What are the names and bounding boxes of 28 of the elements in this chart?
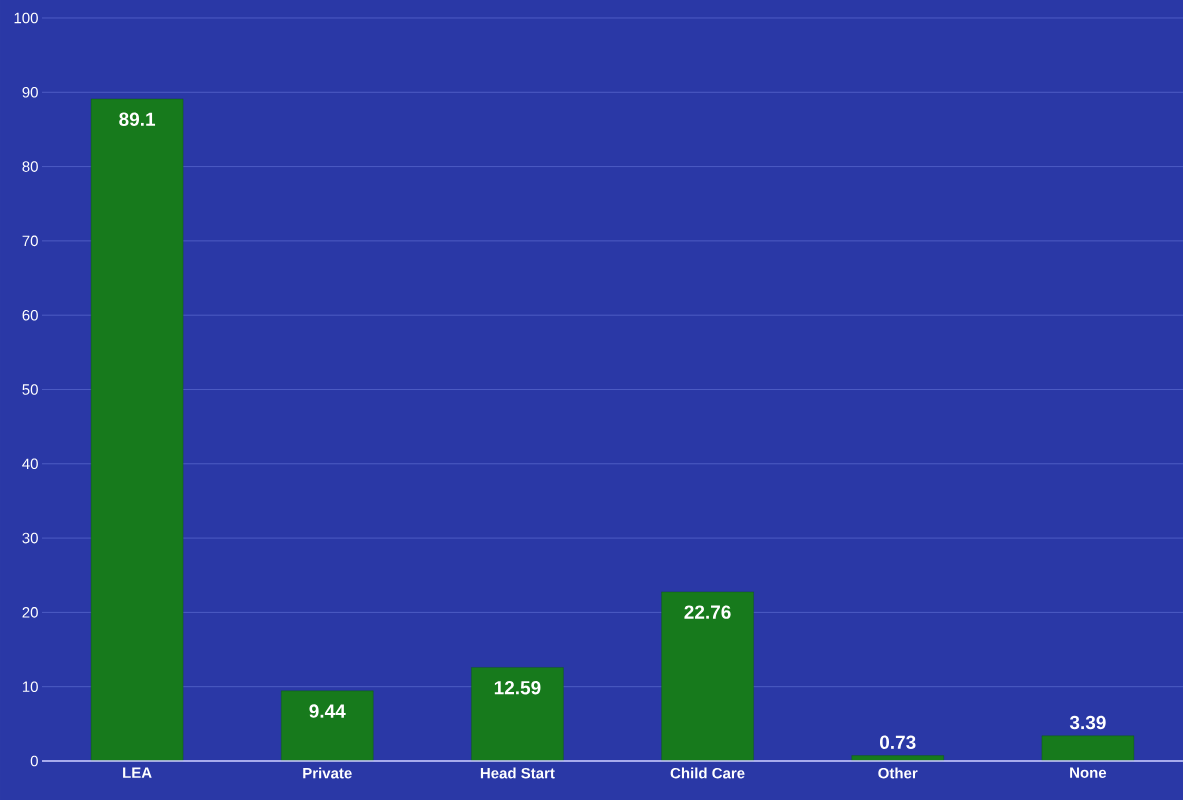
y-tick-label: 10: [22, 681, 38, 692]
x-tick-label: Head Start: [480, 767, 555, 779]
bar: [471, 667, 564, 762]
x-tick-label: Child Care: [670, 767, 745, 779]
y-tick-label: 80: [22, 161, 38, 172]
x-tick-label: Other: [878, 767, 918, 779]
data-label: 9.44: [309, 704, 346, 718]
x-tick-label: Private: [303, 767, 352, 779]
data-label: 3.39: [1069, 715, 1106, 730]
y-tick-label: 0: [30, 755, 38, 767]
bar: [90, 98, 184, 762]
y-tick-label: 30: [22, 532, 38, 544]
x-tick-label: LEA: [123, 767, 152, 778]
y-tick-label: 100: [14, 12, 38, 24]
data-label: 22.76: [684, 605, 731, 619]
y-tick-label: 60: [22, 309, 38, 321]
bar: [281, 690, 374, 762]
data-label: 89.1: [119, 112, 156, 126]
data-label: 0.73: [879, 735, 916, 750]
data-label: 12.59: [494, 680, 541, 695]
y-tick-label: 70: [22, 235, 38, 247]
bar: [661, 591, 754, 762]
y-tick-label: 40: [22, 458, 38, 470]
x-tick-label: None: [1070, 767, 1107, 778]
y-tick-label: 50: [22, 384, 38, 395]
y-tick-label: 90: [22, 86, 38, 98]
bar: [1041, 735, 1135, 762]
y-tick-label: 20: [22, 607, 38, 618]
